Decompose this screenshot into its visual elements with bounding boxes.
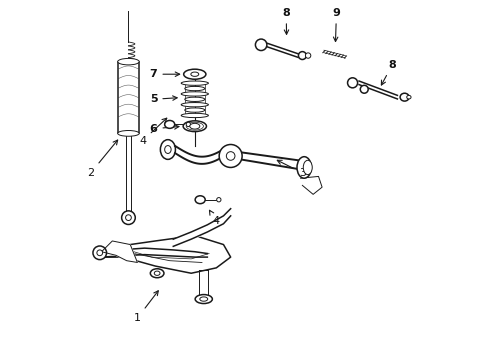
Ellipse shape (184, 69, 206, 79)
Bar (118, 62, 139, 134)
Ellipse shape (190, 123, 200, 129)
Ellipse shape (217, 198, 221, 202)
Ellipse shape (186, 122, 191, 127)
Ellipse shape (191, 72, 199, 76)
Ellipse shape (298, 51, 306, 59)
Text: 5: 5 (150, 94, 177, 104)
Ellipse shape (181, 103, 208, 107)
Polygon shape (101, 241, 137, 262)
Ellipse shape (118, 58, 139, 65)
Ellipse shape (305, 53, 311, 58)
Text: 6: 6 (149, 124, 179, 134)
Ellipse shape (185, 108, 205, 112)
Ellipse shape (97, 250, 102, 256)
Text: 1: 1 (134, 291, 158, 323)
Ellipse shape (165, 145, 171, 153)
Ellipse shape (118, 131, 139, 136)
Text: 8: 8 (381, 60, 396, 85)
Ellipse shape (195, 196, 205, 204)
Ellipse shape (165, 121, 175, 129)
Circle shape (219, 144, 242, 167)
Polygon shape (101, 235, 231, 273)
Ellipse shape (200, 297, 208, 301)
Text: 4: 4 (209, 210, 220, 226)
Ellipse shape (154, 271, 160, 275)
Ellipse shape (400, 93, 409, 101)
Text: 7: 7 (149, 69, 180, 79)
Ellipse shape (150, 269, 164, 278)
Ellipse shape (347, 78, 358, 88)
Ellipse shape (160, 140, 175, 159)
Text: 8: 8 (282, 8, 290, 34)
Ellipse shape (125, 215, 131, 221)
Ellipse shape (195, 294, 212, 303)
Ellipse shape (186, 122, 203, 130)
Ellipse shape (303, 160, 312, 175)
Ellipse shape (185, 86, 205, 91)
Text: 4: 4 (139, 118, 167, 145)
Text: 9: 9 (333, 8, 341, 41)
Ellipse shape (255, 39, 267, 50)
Ellipse shape (181, 113, 208, 118)
Text: 2: 2 (87, 140, 118, 178)
Ellipse shape (360, 85, 368, 93)
Text: 3: 3 (277, 160, 306, 178)
Ellipse shape (407, 95, 411, 99)
Ellipse shape (185, 97, 205, 102)
Circle shape (226, 152, 235, 160)
Ellipse shape (181, 81, 208, 85)
Ellipse shape (297, 157, 311, 178)
Ellipse shape (122, 211, 135, 225)
Ellipse shape (93, 246, 107, 260)
Ellipse shape (183, 121, 206, 132)
Ellipse shape (181, 92, 208, 96)
